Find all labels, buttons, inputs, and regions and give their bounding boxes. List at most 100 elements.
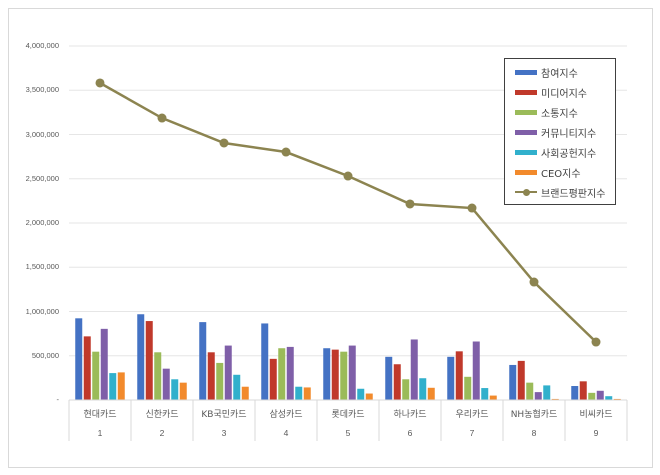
bar [447, 356, 455, 400]
line-marker [157, 113, 167, 123]
legend-item-community: 커뮤니티지수 [515, 125, 597, 140]
line-marker [467, 203, 477, 213]
bar [261, 323, 269, 400]
y-tick-label: 1,500,000 [25, 262, 59, 272]
bar [117, 372, 125, 400]
y-tick-label: 2,500,000 [25, 173, 59, 183]
bar [472, 341, 480, 400]
x-rank-label: 6 [407, 428, 413, 438]
bar [199, 322, 207, 400]
bar [402, 379, 410, 400]
bar [340, 351, 348, 400]
bar [357, 388, 365, 400]
legend-item-communication: 소통지수 [515, 105, 578, 120]
x-rank-label: 1 [97, 428, 103, 438]
line-marker [529, 277, 539, 287]
x-rank-label: 2 [159, 428, 165, 438]
bar [145, 321, 153, 400]
bar [419, 378, 427, 400]
x-rank-label: 3 [221, 428, 227, 438]
bar [83, 336, 91, 400]
legend-label: 미디어지수 [541, 88, 587, 100]
bar [509, 364, 517, 400]
legend-label: 사회공헌지수 [541, 148, 597, 160]
bar [588, 392, 596, 400]
bar [348, 345, 356, 400]
bar [605, 396, 613, 400]
y-tick-label: 1,000,000 [25, 306, 59, 316]
x-category-label: 현대카드 [83, 410, 117, 420]
bar [233, 374, 241, 400]
bar [534, 392, 542, 400]
bar [207, 352, 215, 400]
legend-item-social-contribution: 사회공헌지수 [515, 145, 597, 160]
bar [109, 373, 117, 400]
bar [517, 360, 525, 400]
bar [579, 381, 587, 400]
bar [303, 387, 311, 400]
bar [526, 382, 534, 400]
bar [137, 314, 145, 400]
bar [75, 318, 83, 400]
legend-item-media: 미디어지수 [515, 85, 587, 100]
bar [278, 348, 286, 400]
legend-label: 소통지수 [541, 108, 578, 120]
line-marker [591, 337, 601, 347]
legend: 참여지수 미디어지수 소통지수 커뮤니티지수 사회공헌지수 CEO지수 브랜드평… [504, 58, 616, 205]
x-category-label: NH농협카드 [510, 410, 558, 420]
line-marker [95, 78, 105, 88]
bar [331, 349, 339, 400]
line-marker [343, 171, 353, 181]
legend-label: 브랜드평판지수 [541, 188, 606, 200]
x-category-label: 신한카드 [145, 410, 179, 420]
bar [295, 386, 303, 400]
bar [224, 345, 232, 400]
legend-label: CEO지수 [541, 168, 581, 180]
x-category-label: 비씨카드 [579, 410, 613, 420]
x-rank-label: 4 [283, 428, 289, 438]
y-tick-label: 500,000 [31, 350, 59, 360]
bar [216, 362, 224, 400]
y-tick-label: - [56, 395, 60, 404]
legend-item-brand-reputation: 브랜드평판지수 [515, 185, 606, 200]
bar [410, 339, 418, 400]
line-marker [281, 147, 291, 157]
bar [269, 358, 277, 400]
bar [171, 379, 179, 400]
x-category-label: 삼성카드 [269, 410, 303, 420]
y-tick-label: 4,000,000 [25, 41, 59, 50]
x-category-label: 롯데카드 [331, 410, 365, 420]
bar [154, 352, 162, 400]
x-category-label: 하나카드 [393, 410, 427, 420]
bar [179, 382, 187, 400]
x-rank-label: 7 [469, 428, 475, 438]
bar [613, 398, 621, 400]
bar [286, 346, 294, 400]
legend-item-ceo: CEO지수 [515, 165, 581, 180]
y-tick-label: 3,000,000 [25, 129, 59, 139]
legend-swatch-icon [515, 129, 537, 135]
bar [455, 351, 463, 400]
x-rank-label: 8 [531, 428, 537, 438]
legend-swatch-icon [515, 149, 537, 155]
legend-swatch-icon [515, 109, 537, 115]
legend-line-marker-icon [515, 188, 537, 196]
bar [481, 388, 489, 400]
bar [543, 385, 551, 400]
bar [464, 376, 472, 400]
legend-label: 참여지수 [541, 68, 578, 80]
bar [596, 390, 604, 400]
bar [323, 348, 331, 400]
legend-label: 커뮤니티지수 [541, 128, 597, 140]
bar [365, 393, 373, 400]
bar [162, 368, 170, 400]
y-tick-label: 3,500,000 [25, 85, 59, 95]
x-rank-label: 5 [345, 428, 351, 438]
bar [551, 398, 559, 400]
x-category-label: KB국민카드 [201, 410, 247, 420]
bar [427, 387, 435, 400]
x-category-label: 우리카드 [455, 410, 489, 420]
bar [241, 386, 249, 400]
legend-item-participation: 참여지수 [515, 65, 578, 80]
